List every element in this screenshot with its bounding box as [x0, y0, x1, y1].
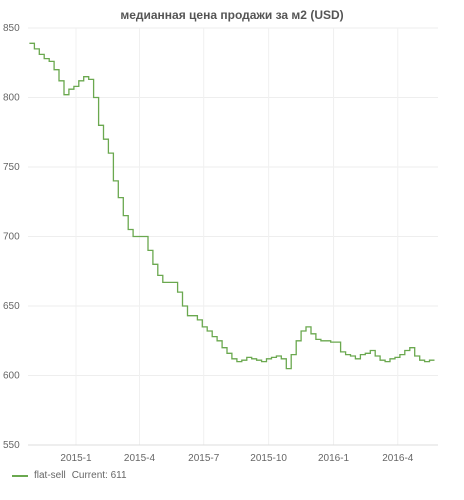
y-tick-label: 600 [3, 371, 20, 382]
x-tick-label: 2016-4 [382, 453, 414, 464]
y-tick-label: 700 [3, 232, 20, 243]
y-tick-label: 550 [3, 440, 20, 451]
x-tick-label: 2015-10 [250, 453, 287, 464]
y-tick-label: 800 [3, 93, 20, 104]
y-tick-label: 650 [3, 301, 20, 312]
legend-series-name: flat-sell [34, 470, 66, 481]
x-tick-label: 2015-7 [188, 453, 220, 464]
x-axis: 2015-1 2015-4 2015-7 2015-10 2016-1 2016-4 [28, 444, 438, 464]
x-tick-label: 2016-1 [318, 453, 350, 464]
x-tick-label: 2015-4 [124, 453, 156, 464]
y-axis: 550 600 650 700 750 800 850 [3, 23, 20, 451]
legend-current-value: Current: 611 [71, 470, 127, 481]
legend-swatch [12, 474, 28, 477]
x-tick-label: 2015-1 [60, 453, 92, 464]
y-tick-label: 750 [3, 162, 20, 173]
grid [28, 27, 438, 446]
series-line-flat-sell [29, 42, 435, 370]
chart-title: медианная цена продажи за м2 (USD) [120, 8, 344, 22]
series-layer [29, 42, 435, 370]
y-tick-label: 850 [3, 23, 20, 34]
legend[interactable]: flat-sell Current: 611 [12, 470, 127, 481]
